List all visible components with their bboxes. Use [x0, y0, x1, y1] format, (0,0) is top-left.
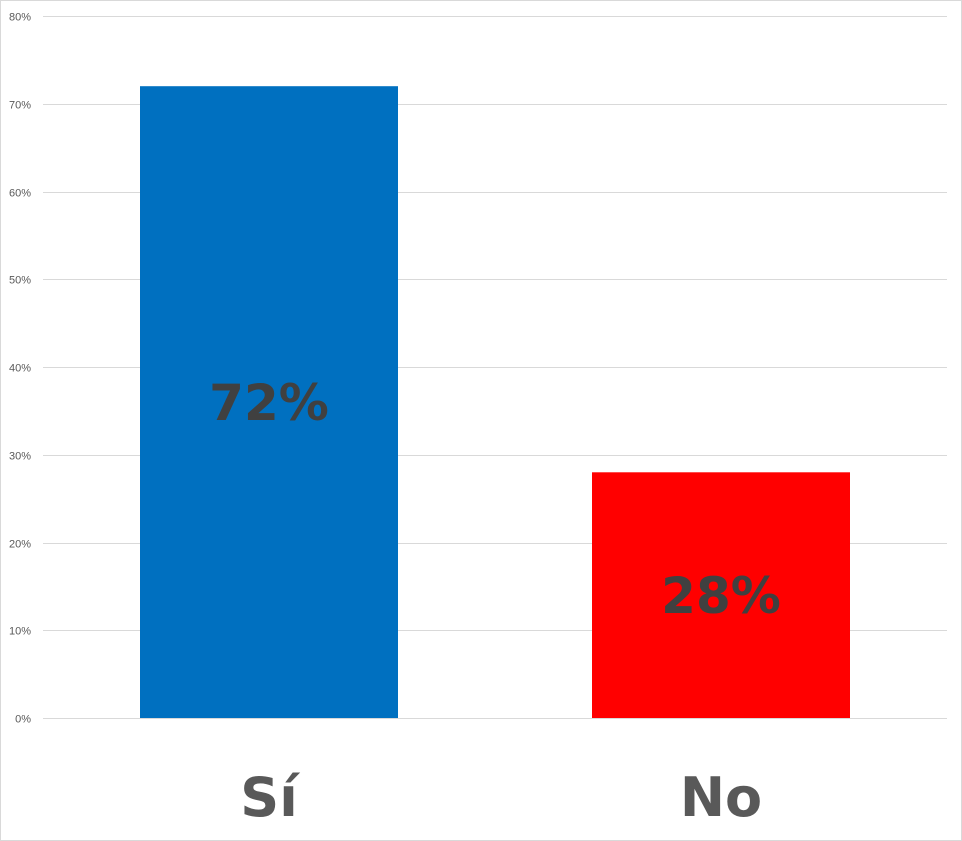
y-axis-tick-labels: 0% 10% 20% 30% 40% 50% 60% 70% 80% — [9, 12, 31, 726]
category-label: No — [680, 766, 762, 829]
data-label: 28% — [661, 567, 781, 625]
bar-2 — [592, 472, 850, 718]
y-tick-label: 70% — [9, 100, 31, 112]
y-tick-label: 40% — [9, 363, 31, 375]
y-tick-label: 10% — [9, 626, 31, 638]
bar-1 — [140, 86, 398, 718]
y-tick-label: 60% — [9, 188, 31, 200]
category-label: Sí — [240, 766, 300, 829]
y-tick-label: 50% — [9, 275, 31, 287]
data-label: 72% — [209, 374, 329, 432]
y-tick-label: 80% — [9, 12, 31, 24]
y-tick-label: 0% — [15, 714, 31, 726]
data-labels: 72% 28% — [209, 374, 781, 625]
category-labels: Sí No — [240, 766, 762, 829]
y-tick-label: 30% — [9, 451, 31, 463]
bars — [140, 86, 850, 718]
y-tick-label: 20% — [9, 539, 31, 551]
